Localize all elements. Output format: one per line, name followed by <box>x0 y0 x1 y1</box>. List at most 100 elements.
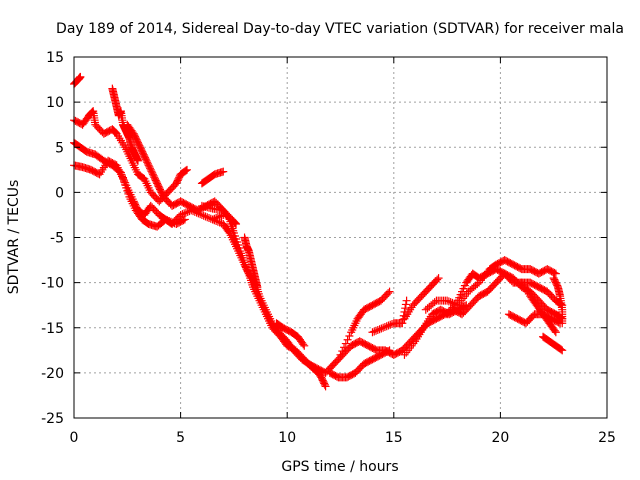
data-point-marker <box>224 213 233 222</box>
series-track-9 <box>208 215 324 377</box>
data-point-marker <box>201 212 210 221</box>
data-point-marker <box>558 319 567 328</box>
data-point-marker <box>176 210 185 219</box>
data-point-marker <box>197 210 206 219</box>
data-markers <box>70 72 567 391</box>
data-point-marker <box>380 322 389 331</box>
data-point-marker <box>343 335 352 344</box>
data-point-marker <box>370 327 379 336</box>
data-point-marker <box>384 289 393 298</box>
data-point-marker <box>384 347 393 356</box>
x-tick-label: 20 <box>491 430 509 446</box>
data-point-marker <box>183 207 192 216</box>
series-track-20 <box>504 310 565 328</box>
y-tick-label: 10 <box>46 95 64 111</box>
data-point-marker <box>340 343 349 352</box>
data-point-marker <box>178 210 187 219</box>
series-track-7 <box>197 167 228 188</box>
data-point-marker <box>88 107 97 116</box>
data-point-marker <box>460 301 469 310</box>
data-point-marker <box>321 382 330 391</box>
data-point-marker <box>336 350 345 359</box>
data-point-marker <box>550 326 559 335</box>
chart-title: Day 189 of 2014, Sidereal Day-to-day VTE… <box>56 21 624 37</box>
series-track-17 <box>400 274 443 323</box>
data-point-marker <box>386 320 395 329</box>
data-point-marker <box>372 326 381 335</box>
data-point-marker <box>208 215 217 224</box>
data-point-marker <box>368 328 377 337</box>
x-tick-label: 15 <box>385 430 403 446</box>
data-point-marker <box>182 165 191 174</box>
data-point-marker <box>401 304 410 313</box>
data-point-marker <box>205 213 214 222</box>
data-point-marker <box>551 269 560 278</box>
data-point-marker <box>215 218 224 227</box>
data-point-marker <box>163 216 172 225</box>
series-track-1 <box>70 72 85 89</box>
series-track-15 <box>368 296 411 337</box>
series-track-22 <box>539 332 567 355</box>
data-point-marker <box>180 209 189 218</box>
data-point-marker <box>219 167 228 176</box>
data-point-marker <box>213 217 222 226</box>
y-tick-label: -10 <box>41 276 64 292</box>
y-tick-label: -20 <box>41 366 64 382</box>
y-tick-label: -15 <box>41 321 64 337</box>
series-track-18 <box>421 256 560 314</box>
x-tick-label: 10 <box>278 430 296 446</box>
data-point-marker <box>253 283 262 292</box>
data-point-marker <box>430 298 439 307</box>
x-tick-label: 25 <box>598 430 616 446</box>
series-track-23 <box>549 274 567 328</box>
data-point-marker <box>402 296 411 305</box>
data-point-marker <box>181 166 190 175</box>
data-point-marker <box>76 72 85 81</box>
y-tick-label: 0 <box>55 185 64 201</box>
data-point-marker <box>167 217 176 226</box>
data-point-marker <box>133 156 142 165</box>
series-track-13 <box>325 346 394 382</box>
x-axis-ticks: 0 5 10 15 20 25 <box>70 57 616 446</box>
data-point-marker <box>345 332 354 341</box>
data-point-marker <box>401 300 410 309</box>
series-track-11 <box>272 319 309 350</box>
data-point-marker <box>203 213 212 222</box>
x-tick-label: 0 <box>70 430 79 446</box>
data-point-marker <box>473 280 482 289</box>
x-tick-label: 5 <box>176 430 185 446</box>
data-point-marker <box>373 326 382 335</box>
data-point-marker <box>199 211 208 220</box>
data-point-marker <box>179 216 188 225</box>
data-point-marker <box>385 287 394 296</box>
data-point-marker <box>434 274 443 283</box>
data-point-marker <box>384 321 393 330</box>
series-track-10 <box>240 233 262 292</box>
series-track-4 <box>70 156 189 231</box>
data-point-marker <box>550 268 559 277</box>
data-point-marker <box>300 341 309 350</box>
data-point-marker <box>341 339 350 348</box>
series-track-21 <box>517 278 560 337</box>
data-point-marker <box>377 324 386 333</box>
x-axis-label: GPS time / hours <box>281 459 398 475</box>
data-point-marker <box>554 318 563 327</box>
data-point-marker <box>299 340 308 349</box>
data-point-marker <box>385 346 394 355</box>
y-tick-label: -5 <box>50 231 64 247</box>
y-axis-label: SDTVAR / TECUs <box>6 180 22 295</box>
data-point-marker <box>212 216 221 225</box>
data-point-marker <box>462 301 471 310</box>
data-point-marker <box>181 208 190 217</box>
y-tick-label: -25 <box>41 411 64 427</box>
data-point-marker <box>375 325 384 334</box>
data-point-marker <box>338 347 347 356</box>
data-point-marker <box>398 319 407 328</box>
data-point-marker <box>320 380 329 389</box>
data-point-marker <box>165 216 174 225</box>
data-point-marker <box>379 323 388 332</box>
data-point-marker <box>551 328 560 337</box>
grid-lines <box>74 57 607 418</box>
data-point-marker <box>433 275 442 284</box>
